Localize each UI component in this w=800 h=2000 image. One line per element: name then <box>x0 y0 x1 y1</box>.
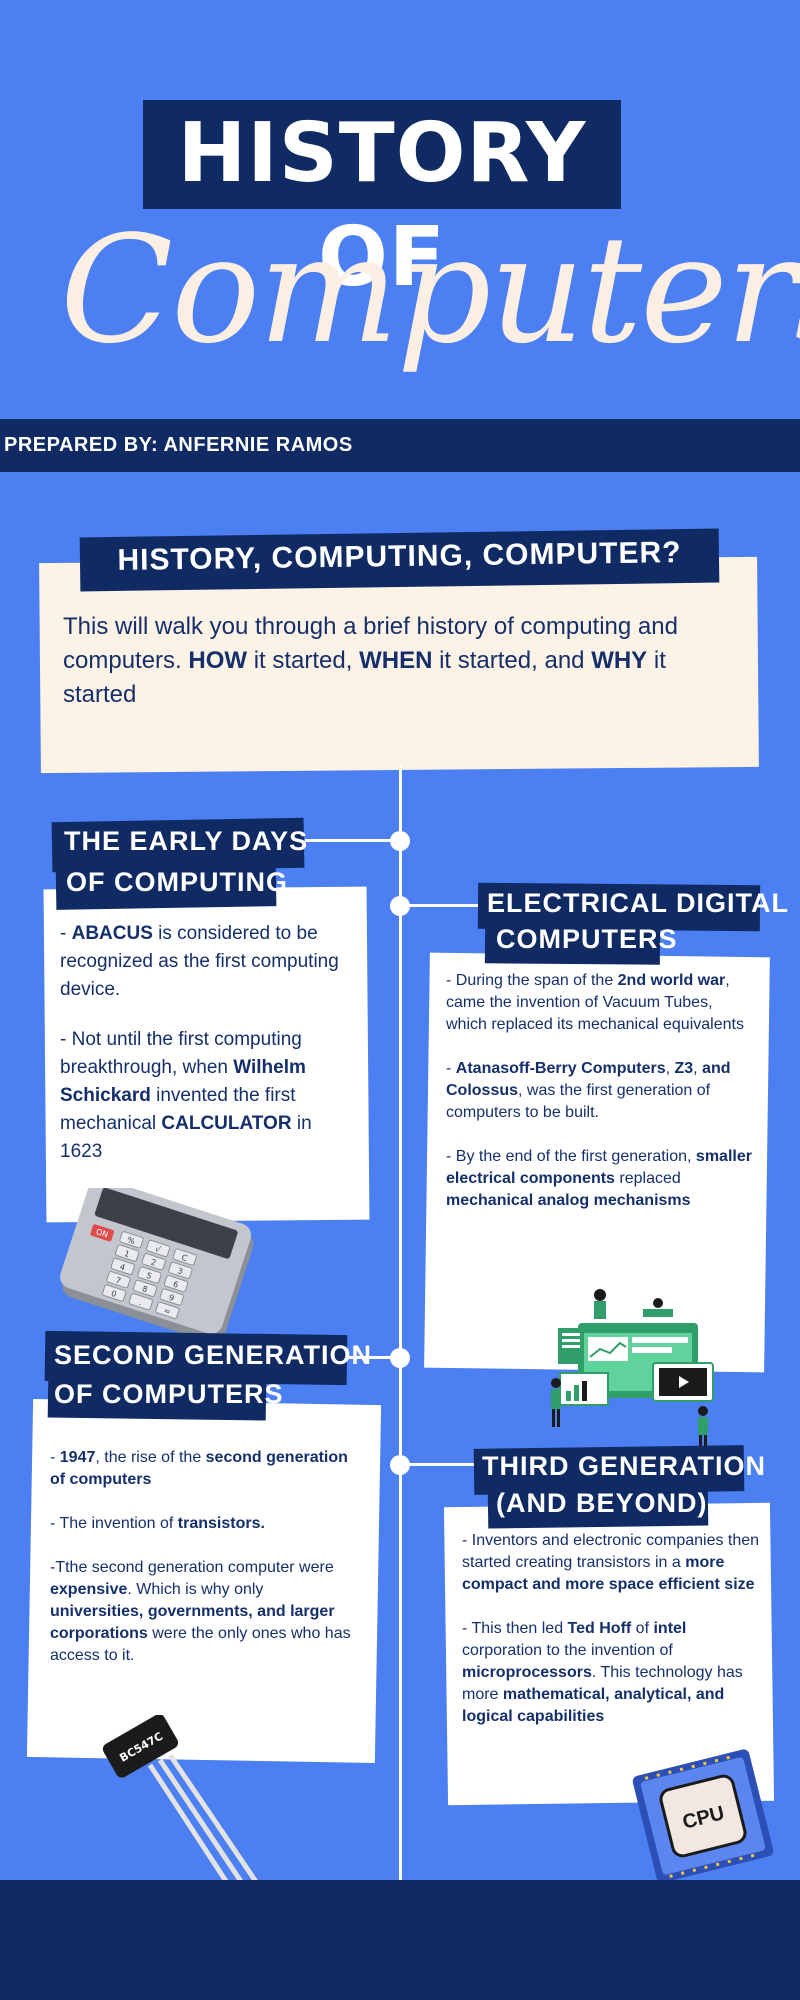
calculator-key-label: = <box>163 1306 172 1317</box>
calculator-key-label: 6 <box>172 1280 180 1290</box>
calculator-key-label: √ <box>154 1244 162 1254</box>
calculator-on-key: ON <box>95 1227 109 1239</box>
timeline-dot <box>390 831 410 851</box>
timeline-line <box>399 765 402 1880</box>
calculator-key <box>168 1261 193 1279</box>
second-gen-paragraph: - 1947, the rise of the second generatio… <box>50 1449 348 1488</box>
calculator-key <box>145 1239 171 1258</box>
second-gen-paragraph: -Tthe second generation computer were ex… <box>50 1559 351 1664</box>
how-word: HOW <box>188 647 248 674</box>
page-title-line1: HISTORY OF <box>177 106 587 305</box>
third-gen-text: - Inventors and electronic companies the… <box>462 1530 762 1750</box>
cpu-chip-illustration: CPU <box>632 1749 774 1883</box>
calculator-key-label: 2 <box>150 1258 158 1268</box>
calculator-key-label: % <box>126 1235 136 1246</box>
calculator-key <box>110 1257 135 1275</box>
third-gen-paragraph: - Inventors and electronic companies the… <box>462 1532 760 1593</box>
calculator-key-label: 3 <box>176 1266 184 1276</box>
dashboard-people-illustration <box>551 1289 714 1447</box>
second-gen-title-line2: OF COMPUTERS <box>54 1379 284 1409</box>
calculator-key-label: 9 <box>168 1293 176 1303</box>
electrical-title-line1: ELECTRICAL DIGITAL <box>487 888 789 918</box>
timeline-dot <box>390 896 410 916</box>
calculator-key <box>141 1253 166 1271</box>
electrical-paragraph: - By the end of the first generation, sm… <box>446 1148 752 1209</box>
calculator-key <box>137 1266 162 1284</box>
third-gen-paragraph: - This then led Ted Hoff of intel corpor… <box>462 1620 743 1725</box>
calculator-key-label: C <box>180 1253 188 1263</box>
electrical-title-line2: COMPUTERS <box>496 924 678 954</box>
calculator-key <box>132 1279 158 1297</box>
calculator-key-label: 7 <box>114 1276 122 1286</box>
calculator-key <box>155 1301 180 1319</box>
calculator-key-label: 1 <box>123 1249 131 1259</box>
calculator-key-label: 8 <box>141 1284 149 1294</box>
calculator-key <box>163 1275 189 1293</box>
calculator-key <box>128 1293 153 1311</box>
calculator-key <box>106 1271 131 1289</box>
early-days-title-line1: THE EARLY DAYS <box>64 826 309 856</box>
when-word: WHEN <box>359 647 433 674</box>
calculator-illustration: ON % √ C 1 2 3 4 5 6 7 8 9 0. = <box>60 1188 254 1343</box>
footer-band <box>0 1880 800 2000</box>
page-title-script: Computers <box>60 204 800 376</box>
second-gen-title-line1: SECOND GENERATION <box>54 1340 373 1370</box>
prepared-by-text: PREPARED BY: ANFERNIE RAMOS <box>4 434 353 456</box>
timeline-connector <box>305 839 400 842</box>
third-gen-title-line1: THIRD GENERATION <box>482 1451 766 1481</box>
second-gen-paragraph: - The invention of transistors. <box>50 1515 265 1532</box>
second-gen-text: - 1947, the rise of the second generatio… <box>50 1447 355 1689</box>
calculator-key <box>119 1231 144 1249</box>
timeline-connector <box>400 1463 485 1466</box>
calculator-key <box>172 1248 197 1266</box>
prepared-by-bar <box>0 419 800 472</box>
timeline-connector <box>400 904 485 907</box>
calculator-keys: % √ C 1 2 3 4 5 6 7 8 9 0. = <box>102 1231 197 1319</box>
electrical-paragraph: - Atanasoff-Berry Computers, Z3, and Col… <box>446 1060 731 1121</box>
third-gen-title-line2: (AND BEYOND) <box>496 1488 708 1518</box>
calculator-key <box>114 1244 140 1262</box>
electrical-paragraph: - During the span of the 2nd world war, … <box>446 972 744 1033</box>
calculator-key-label: 0 <box>110 1289 118 1299</box>
title-box <box>143 100 621 209</box>
early-days-paragraph: - Not until the first computing breakthr… <box>60 1029 312 1162</box>
calculator-key-label: 5 <box>145 1271 153 1281</box>
electrical-text: - During the span of the 2nd world war, … <box>446 970 752 1234</box>
calculator-key-label: 4 <box>119 1262 127 1272</box>
intro-body: This will walk you through a brief histo… <box>63 613 678 708</box>
calculator-key <box>159 1288 184 1306</box>
calculator-key <box>102 1284 127 1302</box>
early-days-title-line2: OF COMPUTING <box>66 867 288 897</box>
why-word: WHY <box>591 647 648 674</box>
timeline-dot <box>390 1348 410 1368</box>
timeline-dot <box>390 1455 410 1475</box>
calculator-key-label: . <box>138 1298 143 1307</box>
early-days-paragraph: - ABACUS is considered to be recognized … <box>60 923 339 1000</box>
timeline-connector <box>330 1356 400 1359</box>
early-days-text: - ABACUS is considered to be recognized … <box>60 920 352 1188</box>
